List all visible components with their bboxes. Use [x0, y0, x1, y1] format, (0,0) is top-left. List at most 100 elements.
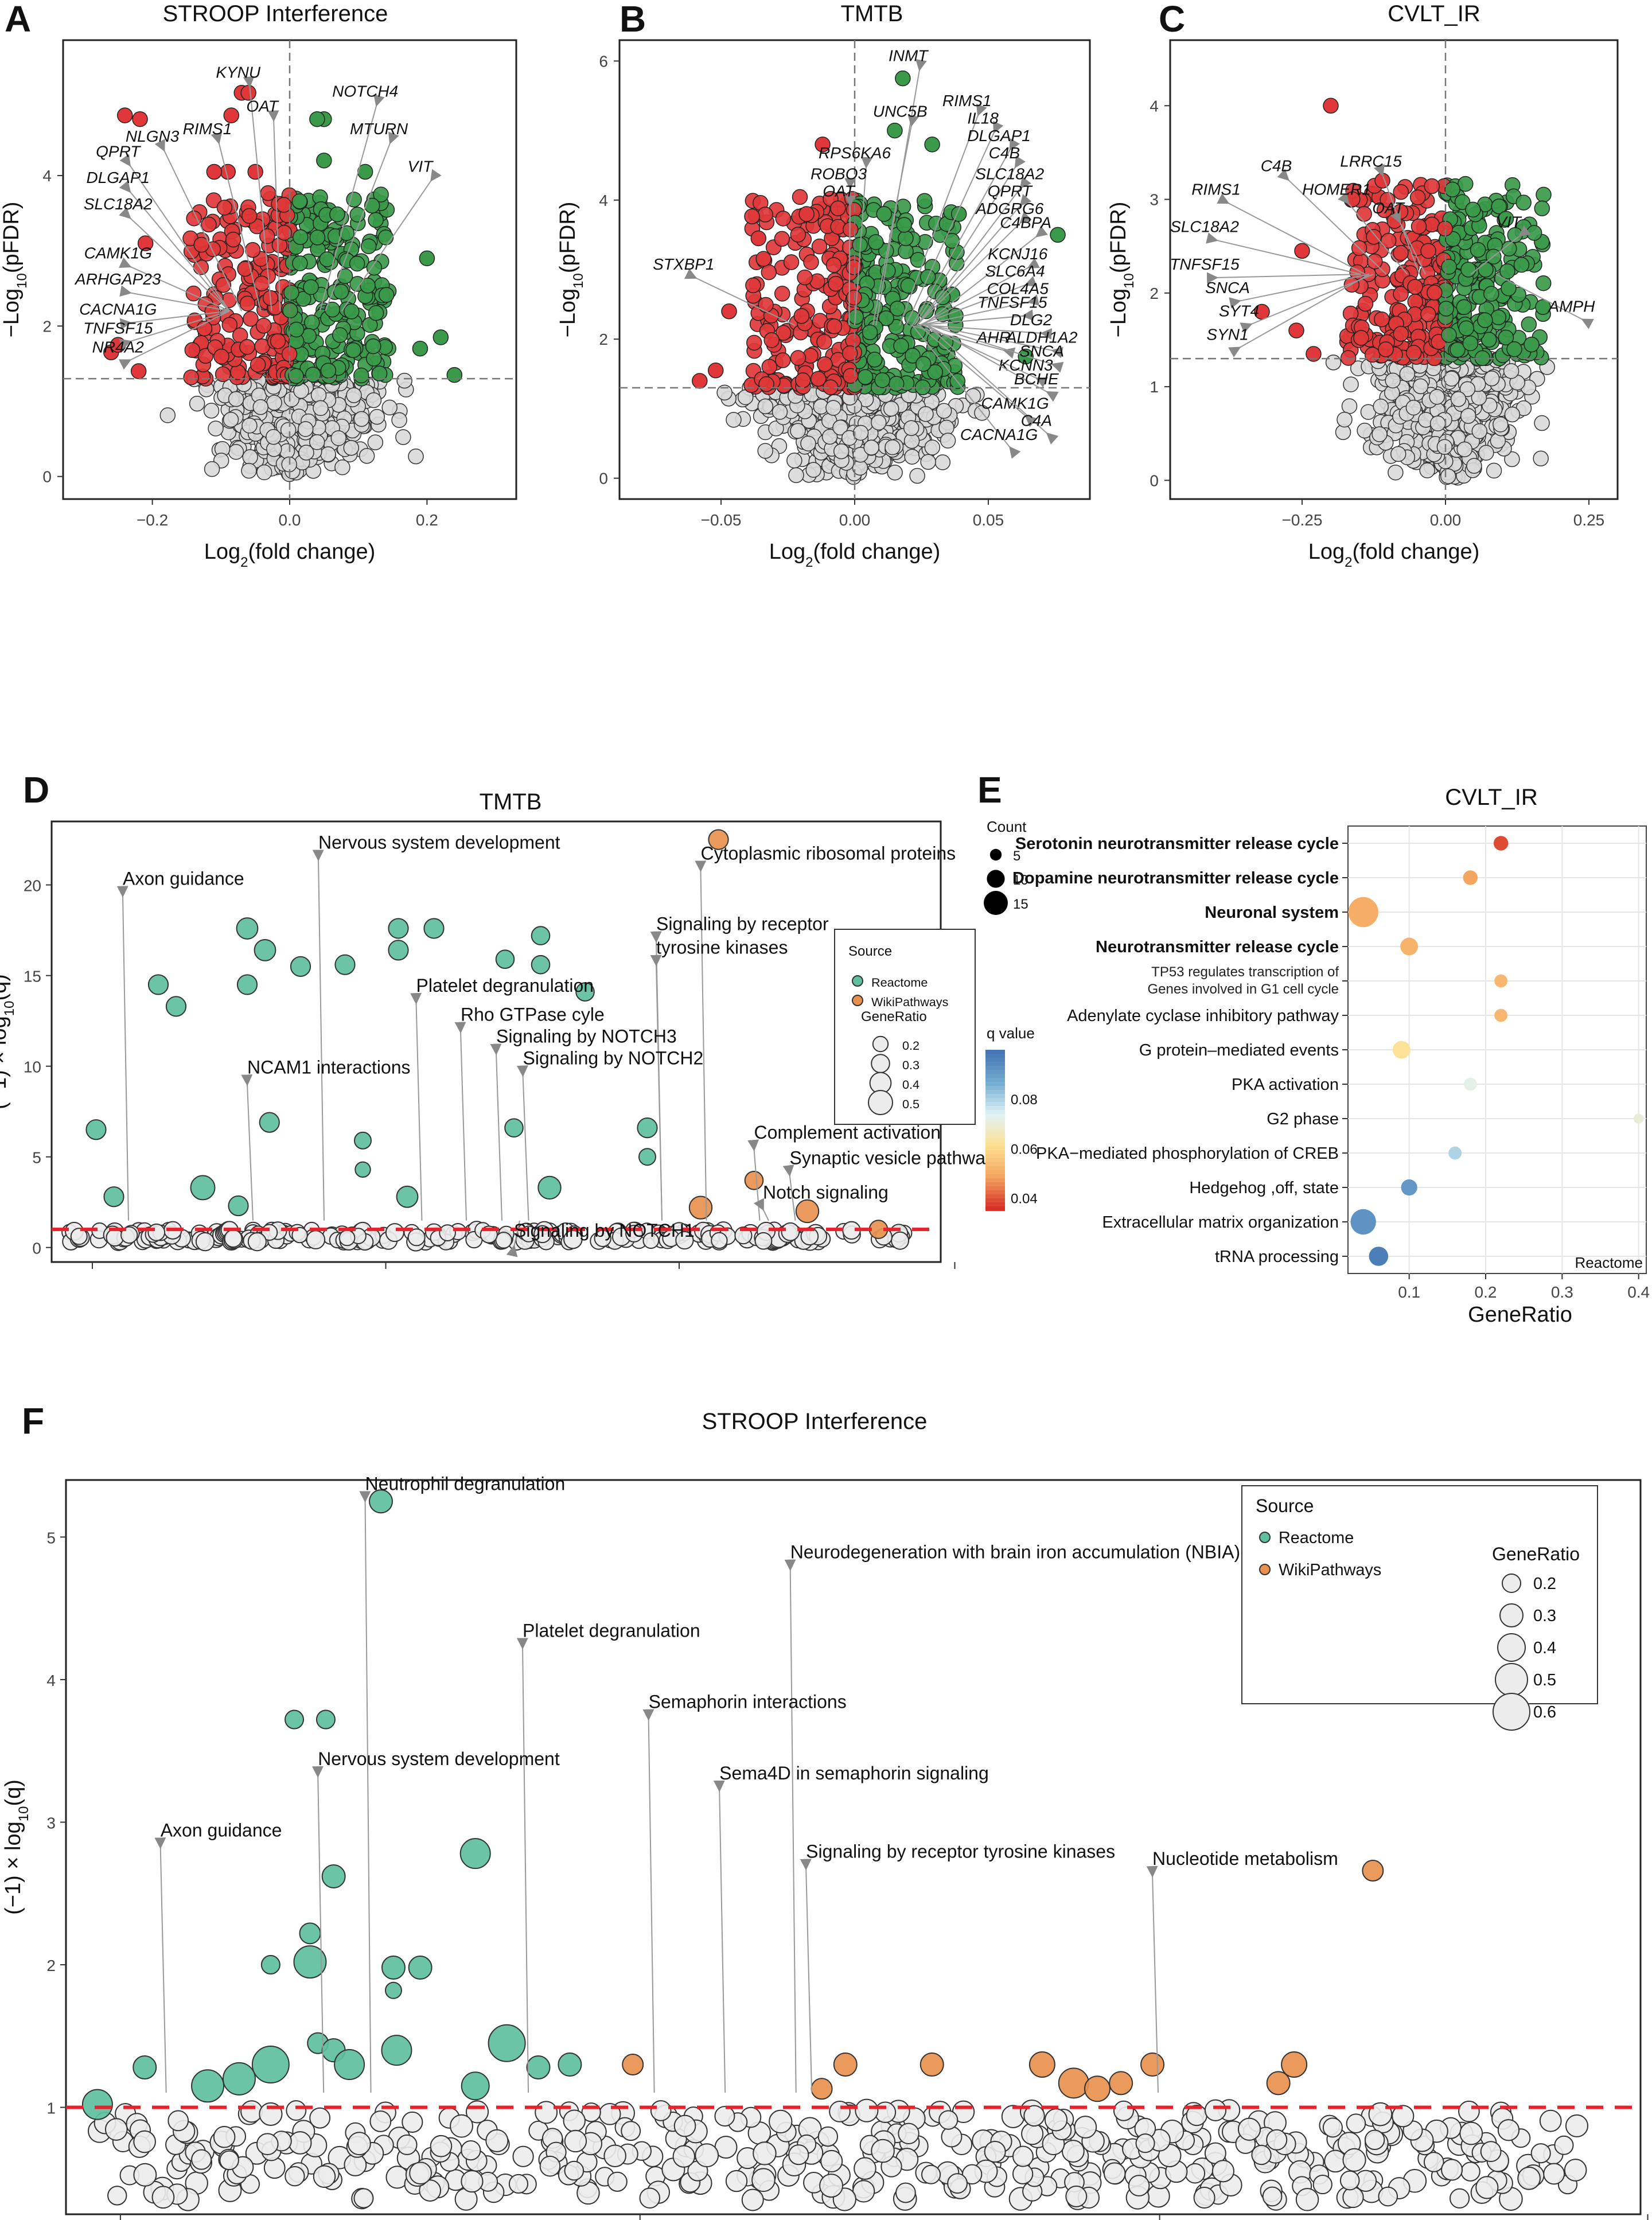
- up-point: [876, 206, 892, 222]
- down-point: [1393, 326, 1409, 342]
- up-point: [905, 348, 921, 364]
- legend-reactome-swatch: [1259, 1532, 1271, 1543]
- up-point: [1478, 262, 1494, 278]
- ns-pathway-point: [1103, 2162, 1126, 2185]
- source-corner-label: Reactome: [1575, 1254, 1643, 1271]
- annotation-arrow: [341, 169, 442, 311]
- qvalue-gradient-step: [985, 1070, 1005, 1074]
- ns-point: [204, 461, 220, 477]
- annotation-arrow: [119, 310, 230, 350]
- x-tick-label: 0.00: [1430, 511, 1462, 529]
- gene-label: C4A: [1021, 412, 1052, 430]
- down-point: [825, 257, 842, 273]
- ns-pathway-point: [1023, 2105, 1045, 2127]
- reactome-pathway-point: [334, 2049, 365, 2081]
- ns-pathway-point: [1237, 2117, 1261, 2141]
- ns-pathway-point: [219, 2150, 239, 2171]
- reactome-pathway-point: [133, 2055, 157, 2079]
- y-tick-label: 2: [42, 317, 52, 335]
- up-point: [1470, 242, 1486, 258]
- plot-frame: [65, 1479, 1642, 2215]
- down-point: [810, 371, 827, 387]
- annotation-arrow: [516, 1065, 529, 1221]
- annotation-arrow: [916, 211, 1032, 326]
- legend-size-label: 0.2: [1533, 1575, 1556, 1593]
- ns-pathway-point: [753, 2141, 777, 2166]
- ns-point: [1388, 464, 1404, 481]
- wikipathways-pathway-point: [622, 2054, 644, 2076]
- gene-label: SLC18A2: [975, 165, 1044, 182]
- up-point: [889, 301, 906, 317]
- legend-box: [1241, 1485, 1598, 1704]
- up-point: [377, 229, 394, 246]
- up-point: [1506, 341, 1522, 357]
- ns-pathway-point: [485, 2129, 509, 2152]
- down-point: [758, 376, 774, 392]
- gene-label: AHR: [976, 328, 1011, 346]
- down-point: [185, 285, 202, 302]
- ns-pathway-point: [70, 1228, 88, 1245]
- qvalue-gradient-step: [985, 1186, 1005, 1191]
- down-point: [1393, 245, 1409, 261]
- ns-point: [1466, 458, 1482, 474]
- down-point: [707, 363, 724, 379]
- down-point: [1353, 330, 1369, 346]
- up-point: [1513, 256, 1530, 273]
- down-point: [803, 254, 819, 270]
- up-point: [917, 193, 933, 209]
- pathway-dot: [1463, 1077, 1477, 1091]
- annotation-arrow: [267, 110, 281, 311]
- ns-point: [242, 449, 258, 465]
- count-legend-swatch: [984, 891, 1008, 915]
- up-point: [900, 278, 917, 294]
- up-point: [320, 363, 337, 379]
- annotation-arrow: [211, 131, 262, 311]
- down-point: [774, 286, 790, 302]
- pathway-label: Notch signaling: [763, 1182, 889, 1202]
- pathway-dot: [1463, 870, 1478, 885]
- annotation-arrow: [753, 1198, 769, 1221]
- ns-pathway-point: [854, 2157, 876, 2180]
- pathway-dot: [1494, 974, 1508, 988]
- reactome-pathway-point: [259, 1112, 280, 1133]
- count-legend-label: 10: [1013, 873, 1028, 888]
- legend-size-swatch: [868, 1090, 893, 1115]
- annotation-arrow: [918, 276, 1038, 326]
- panel-f: F STROOP Interference Neutrophil degranu…: [0, 1388, 1652, 2220]
- x-tick-label: 0.25: [1573, 511, 1605, 529]
- pathway-dot: [1448, 1146, 1462, 1160]
- qvalue-gradient-step: [985, 1094, 1005, 1099]
- ns-pathway-point: [1449, 2188, 1470, 2209]
- gene-label: OAT: [1372, 199, 1405, 217]
- gene-label: CAMK1G: [84, 244, 152, 262]
- reactome-pathway-point: [222, 2062, 256, 2096]
- ns-point: [885, 439, 901, 455]
- ns-pathway-point: [1564, 2159, 1587, 2182]
- x-axis-title: GeneRatio: [1468, 1303, 1572, 1327]
- ns-point: [934, 454, 951, 470]
- up-point: [927, 364, 944, 380]
- panel-title-a: STROOP Interference: [162, 1, 388, 26]
- ns-point: [266, 429, 282, 445]
- ns-pathway-point: [1204, 2099, 1227, 2121]
- y-tick-label: 4: [42, 167, 52, 185]
- ns-point: [757, 443, 773, 459]
- up-point: [365, 338, 381, 355]
- ns-pathway-point: [167, 2110, 189, 2132]
- ns-pathway-point: [1543, 2163, 1565, 2185]
- up-point: [288, 321, 305, 338]
- ns-point: [903, 420, 919, 437]
- ns-pathway-point: [263, 2157, 286, 2179]
- ns-point: [1337, 411, 1353, 428]
- pathway-label: NCAM1 interactions: [247, 1057, 411, 1077]
- category-label: Serotonin neurotransmitter release cycle: [1015, 835, 1339, 853]
- up-point: [316, 153, 332, 169]
- up-point: [1535, 275, 1552, 291]
- up-point: [304, 314, 320, 330]
- up-point: [292, 255, 308, 271]
- down-point: [761, 264, 777, 281]
- up-point: [292, 229, 309, 246]
- ns-pathway-point: [439, 1224, 456, 1241]
- ns-point: [1341, 398, 1358, 414]
